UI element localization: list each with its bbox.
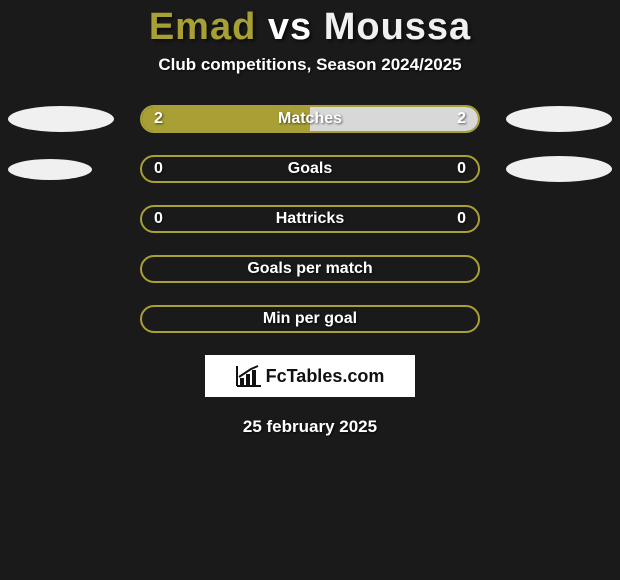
player-h2h-card: Emad vs Moussa Club competitions, Season… [0, 0, 620, 580]
stats-list: 2 2 Matches 0 0 Goals 0 0 Hattricks Goals per mat… [0, 105, 620, 333]
side-ellipse-left [8, 159, 92, 180]
stat-row: 0 0 Goals [0, 155, 620, 183]
stat-value-right: 0 [457, 160, 466, 178]
stat-row: 0 0 Hattricks [0, 205, 620, 233]
title-left: Emad [149, 6, 256, 48]
stat-row: 2 2 Matches [0, 105, 620, 133]
stat-bar: 2 2 Matches [140, 105, 480, 133]
stat-value-left: 2 [154, 110, 163, 128]
stat-label: Goals per match [247, 260, 372, 278]
date: 25 february 2025 [0, 417, 620, 437]
subtitle: Club competitions, Season 2024/2025 [0, 55, 620, 75]
logo[interactable]: FcTables.com [205, 355, 415, 397]
title-vs: vs [268, 6, 312, 48]
title-right: Moussa [324, 6, 471, 48]
stat-value-left: 0 [154, 210, 163, 228]
side-ellipse-right [506, 106, 612, 132]
stat-label: Matches [278, 110, 342, 128]
logo-text: FcTables.com [266, 366, 385, 387]
stat-value-right: 2 [457, 110, 466, 128]
stat-bar: 0 0 Hattricks [140, 205, 480, 233]
stat-value-right: 0 [457, 210, 466, 228]
stat-label: Min per goal [263, 310, 357, 328]
bar-chart-icon [236, 365, 262, 387]
stat-label: Hattricks [276, 210, 344, 228]
stat-row: Min per goal [0, 305, 620, 333]
stat-bar: Min per goal [140, 305, 480, 333]
side-ellipse-right [506, 156, 612, 182]
stat-bar: 0 0 Goals [140, 155, 480, 183]
side-ellipse-left [8, 106, 114, 132]
stat-value-left: 0 [154, 160, 163, 178]
page-title: Emad vs Moussa [0, 6, 620, 49]
stat-bar: Goals per match [140, 255, 480, 283]
stat-row: Goals per match [0, 255, 620, 283]
stat-label: Goals [288, 160, 332, 178]
